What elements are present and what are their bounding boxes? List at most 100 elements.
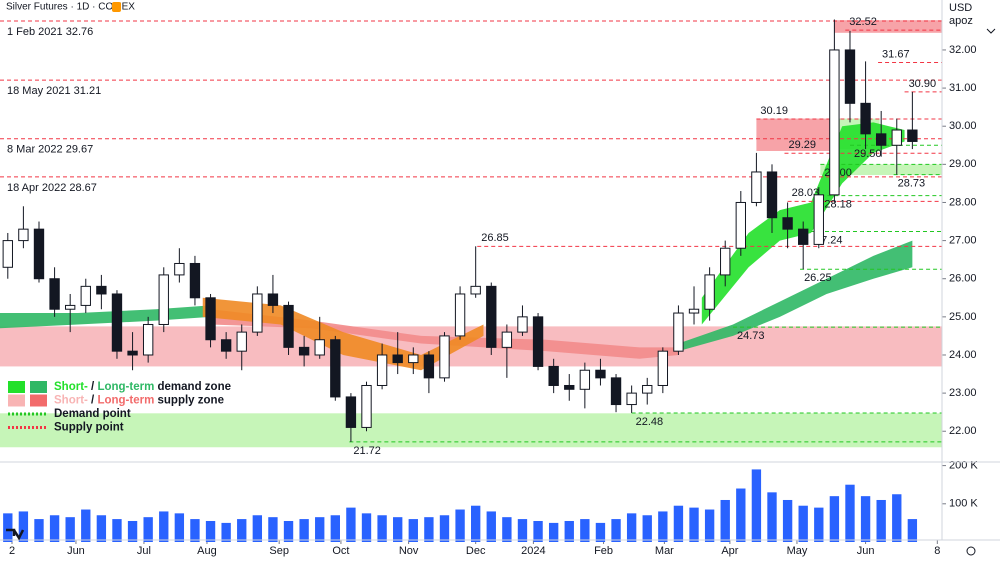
x-tick-label: Jun — [67, 545, 85, 557]
x-tick-label: Apr — [721, 545, 738, 557]
candle-body — [907, 129, 918, 142]
level-label: 26.85 — [481, 232, 509, 244]
dropdown-icon[interactable] — [986, 28, 996, 34]
volume-bar — [860, 496, 871, 542]
volume-bar — [3, 513, 13, 542]
x-tick-label: Jul — [137, 545, 151, 557]
candle-body — [158, 274, 169, 325]
volume-bar — [564, 520, 574, 542]
legend-part: Long-term — [97, 381, 154, 393]
legend-part: Demand point — [54, 408, 131, 420]
y2-tick-label: 100 K — [949, 498, 978, 510]
volume-bar — [845, 484, 855, 542]
y-tick-label: 31.00 — [949, 82, 977, 94]
candle-body — [735, 201, 746, 249]
x-tick-label: Aug — [197, 545, 217, 557]
level-label: 18 May 2021 31.21 — [7, 85, 101, 97]
y2-tick-label: 200 K — [949, 460, 978, 472]
title-backdrop — [0, 0, 250, 14]
candle-body — [174, 262, 185, 276]
volume-bar — [751, 469, 762, 542]
candle-body — [205, 297, 216, 341]
candle-body — [65, 304, 76, 310]
volume-bar — [642, 515, 652, 542]
level-label: 24.73 — [737, 330, 765, 342]
x-tick-label: Mar — [655, 545, 674, 557]
trend-band — [678, 240, 913, 352]
level-label: 1 Feb 2021 32.76 — [7, 26, 93, 38]
candle-body — [314, 339, 325, 356]
legend-part: Long-term — [97, 395, 154, 407]
volume-bar — [439, 515, 450, 542]
level-label: 29.29 — [788, 139, 816, 151]
volume-bar — [174, 513, 185, 542]
candle-body — [860, 102, 871, 135]
candle-body — [267, 293, 279, 306]
candle-body — [673, 312, 684, 352]
candle-body — [844, 49, 856, 104]
y-tick-label: 27.00 — [949, 235, 977, 247]
candle-body — [657, 350, 669, 386]
legend-label: Short- / Long-term supply zone — [54, 395, 224, 407]
candle-body — [376, 354, 388, 386]
volume-bar — [81, 509, 91, 542]
candle-body — [891, 129, 902, 146]
candle-body — [766, 171, 778, 219]
volume-bar — [580, 519, 590, 542]
candle-body — [564, 384, 575, 390]
level-label: 21.72 — [353, 445, 381, 457]
legend-swatch — [30, 381, 47, 393]
volume-bar — [502, 517, 512, 542]
legend-part: Short- — [54, 381, 88, 393]
volume-bar — [190, 519, 200, 542]
zone — [756, 118, 832, 151]
candle-body — [111, 293, 123, 352]
legend-part: Supply point — [54, 422, 124, 434]
level-label: 31.67 — [882, 48, 910, 60]
volume-bar — [533, 520, 543, 542]
volume-bar — [361, 513, 372, 542]
x-tick-label: 2024 — [521, 545, 545, 557]
volume-bar — [205, 520, 216, 542]
candle-body — [423, 354, 435, 379]
volume-bar — [798, 505, 808, 542]
candle-body — [782, 217, 793, 230]
volume-bar — [517, 519, 528, 542]
candle-body — [626, 392, 637, 406]
y-tick-label: 24.00 — [949, 349, 977, 361]
logo — [6, 528, 25, 541]
legend-part: / — [88, 395, 98, 407]
candle-body — [80, 285, 91, 306]
level-label: 22.48 — [636, 416, 664, 428]
volume-bar — [626, 513, 637, 542]
x-tick-label: 2 — [9, 545, 15, 557]
volume-bar — [252, 515, 263, 542]
trend-band — [0, 305, 211, 329]
level-label: 28.73 — [898, 178, 926, 190]
candle-body — [96, 285, 107, 295]
volume-bar — [112, 519, 122, 542]
volume-bar — [455, 509, 465, 542]
volume-bar — [159, 511, 169, 542]
candle-body — [813, 194, 824, 245]
volume-bar — [595, 522, 606, 542]
currency: USD — [949, 2, 972, 14]
y-tick-label: 32.00 — [949, 44, 977, 56]
level-label: 28.03 — [792, 187, 820, 199]
candle-body — [345, 396, 357, 428]
settings-icon[interactable] — [966, 546, 976, 556]
candle-body — [829, 49, 840, 196]
volume-bar — [96, 515, 107, 542]
candle-body — [454, 293, 466, 337]
candle-body — [704, 274, 715, 310]
trend-band — [202, 297, 484, 371]
volume-bar — [237, 519, 247, 542]
y-tick-label: 22.00 — [949, 425, 977, 437]
candle-body — [688, 308, 700, 314]
volume-bar — [315, 517, 325, 542]
legend-label: Short- / Long-term demand zone — [54, 381, 231, 393]
volume-bar — [876, 499, 886, 542]
volume-bar — [34, 519, 44, 542]
volume-bar — [143, 517, 153, 542]
x-tick-label: Feb — [594, 545, 613, 557]
